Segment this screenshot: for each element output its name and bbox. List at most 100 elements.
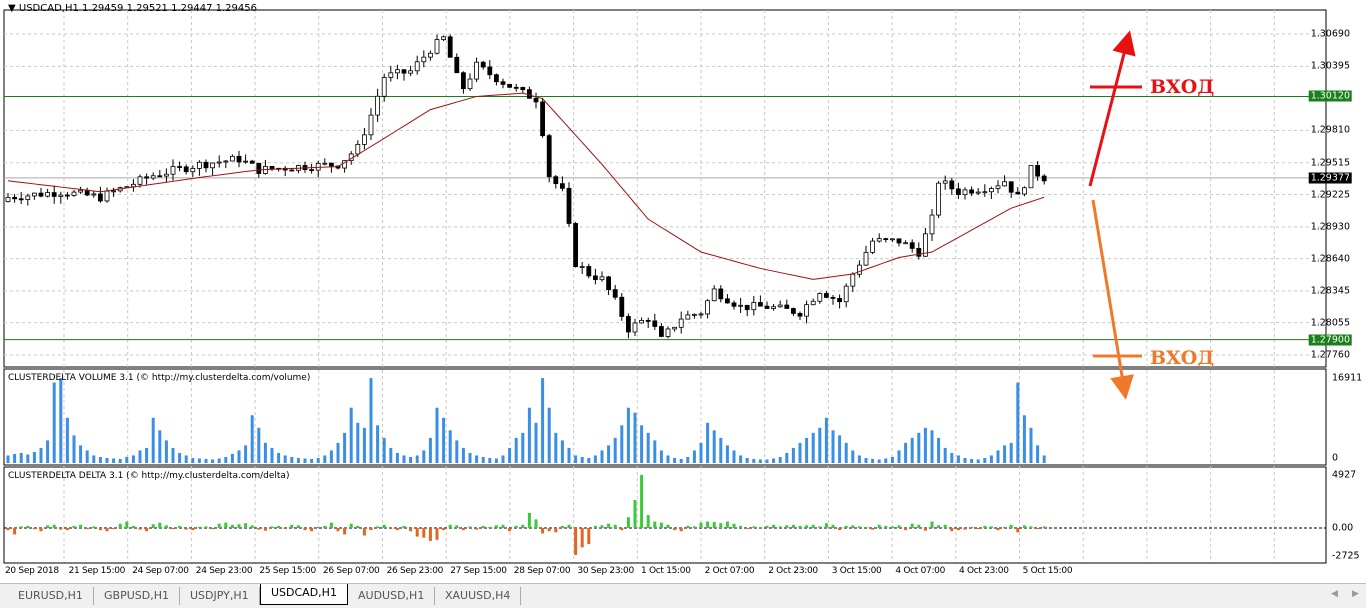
candle-body [1022, 187, 1027, 195]
candle-body [962, 189, 968, 196]
delta-bar [752, 526, 756, 528]
delta-bar [706, 521, 710, 528]
candle-body [632, 322, 638, 333]
candle-body [982, 191, 988, 194]
time-tick-label: 30 Sep 23:00 [577, 566, 634, 576]
tab-xauusd-h4[interactable]: XAUUSD,H4 [435, 587, 522, 605]
candle [38, 187, 44, 198]
time-tick-label: 2 Oct 07:00 [704, 566, 755, 576]
tab-audusd-h1[interactable]: AUDUSD,H1 [348, 587, 436, 605]
candle-body [645, 320, 651, 322]
delta-bar [32, 528, 36, 530]
candle-body [58, 194, 64, 197]
delta-bar [514, 525, 518, 528]
delta-bar [415, 528, 419, 537]
candle [923, 227, 928, 257]
candle-body [771, 306, 776, 309]
volume-bar [1036, 445, 1040, 463]
delta-bar [646, 515, 650, 528]
volume-bar [65, 417, 69, 463]
volume-bar [646, 432, 650, 463]
volume-bar [976, 459, 980, 463]
candle-body [421, 56, 427, 63]
delta-bar [600, 525, 604, 528]
time-tick-label: 24 Sep 23:00 [195, 566, 253, 576]
tab-eurusd-h1[interactable]: EURUSD,H1 [8, 587, 94, 605]
volume-bar [145, 447, 149, 463]
candle-body [810, 300, 816, 306]
candle-body [5, 196, 11, 203]
volume-bar [32, 451, 36, 463]
candle-body [1028, 165, 1034, 189]
volume-bar [739, 455, 743, 463]
candle-body [599, 276, 605, 281]
delta-bar [230, 524, 234, 528]
candle-body [467, 78, 473, 90]
candle [282, 166, 288, 177]
moving-average-line [7, 92, 1045, 280]
tab-usdcad-h1[interactable]: USDCAD,H1 [260, 584, 348, 605]
candle-body [78, 189, 83, 193]
delta-bar [692, 526, 696, 528]
candle-body [493, 74, 499, 83]
volume-bar [554, 432, 558, 463]
candle-body [758, 302, 763, 307]
delta-bar [824, 523, 828, 528]
candle-body [731, 302, 737, 307]
candle [130, 179, 136, 192]
delta-bar [864, 526, 868, 528]
delta-bar [877, 524, 881, 528]
candle-body [989, 188, 994, 193]
price-tick-label: 1.30690 [1310, 28, 1350, 40]
candle [903, 240, 908, 245]
volume-bar [435, 407, 439, 463]
scroll-left-icon[interactable]: ◀ [1331, 589, 1338, 599]
volume-bar [204, 458, 208, 463]
delta-bar [633, 500, 637, 528]
candle-body [711, 288, 717, 302]
volume-bar [1003, 445, 1007, 463]
candle [936, 180, 941, 219]
candle [956, 182, 961, 200]
candle [909, 239, 915, 253]
scroll-right-icon[interactable]: ▶ [1352, 589, 1359, 599]
candle-body [612, 289, 618, 298]
delta-bar [336, 528, 340, 532]
current-price-badge: 1.29377 [1308, 172, 1352, 184]
delta-bar [983, 525, 987, 528]
candle-body [942, 180, 948, 184]
tab-usdjpy-h1[interactable]: USDJPY,H1 [180, 587, 260, 605]
candle [672, 326, 677, 332]
dropdown-triangle-icon[interactable]: ▼ [8, 3, 16, 14]
candle [58, 191, 64, 204]
volume-bar [706, 422, 710, 463]
candle [229, 154, 235, 162]
volume-bar [963, 457, 967, 463]
candle [738, 297, 743, 314]
delta-bar [666, 524, 670, 528]
volume-bar [877, 459, 881, 463]
candle [262, 159, 268, 175]
volume-bar [402, 455, 406, 463]
delta-bar [758, 526, 762, 528]
volume-bar [732, 450, 736, 463]
candle [652, 313, 658, 330]
candle-body [388, 72, 394, 78]
volume-bar [613, 437, 617, 463]
volume-bar [369, 378, 373, 463]
delta-bar [145, 528, 149, 532]
tab-gbpusd-h1[interactable]: GBPUSD,H1 [94, 587, 180, 605]
candle-body [394, 69, 400, 74]
chart-canvas[interactable] [0, 0, 1366, 583]
volume-bar [805, 437, 809, 463]
candle-body [414, 61, 420, 72]
candle-body [480, 61, 486, 68]
candle-body [474, 61, 480, 80]
candle-body [408, 70, 414, 74]
volume-bar [79, 445, 83, 463]
volume-bar [382, 437, 386, 463]
candle-body [540, 101, 545, 137]
volume-bar [811, 432, 815, 463]
candle-body [381, 77, 387, 97]
candle-body [949, 180, 955, 190]
